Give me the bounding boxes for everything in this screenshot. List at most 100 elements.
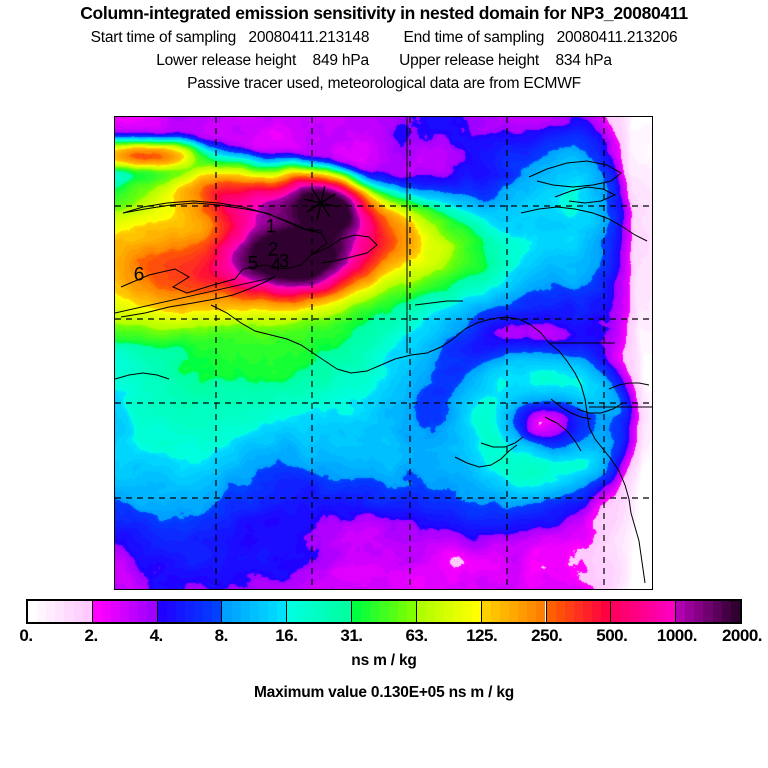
maximum-value-label: Maximum value 0.130E+05 ns m / kg — [253, 684, 515, 701]
contour-label-4: 4 — [270, 255, 282, 277]
colorbar-step — [601, 601, 611, 622]
colorbar-step — [730, 601, 740, 622]
colorbar-step — [111, 601, 121, 622]
coastline-0 — [120, 202, 328, 294]
colorbar-step — [509, 601, 519, 622]
contour-label-5: 5 — [247, 253, 259, 275]
colorbar-step — [555, 601, 565, 622]
coastline-5 — [336, 328, 466, 374]
release-marker-ray — [306, 193, 336, 213]
colorbar-step — [166, 601, 176, 622]
colorbar-step — [240, 601, 250, 622]
colorbar-step — [573, 601, 583, 622]
colorbar-step — [332, 601, 342, 622]
colorbar-step — [406, 601, 416, 622]
colorbar-step — [592, 601, 602, 622]
colorbar-step — [267, 601, 278, 622]
colorbar-step — [397, 601, 407, 622]
colorbar-step — [647, 601, 657, 622]
end-time-value: 20080411.213206 — [556, 29, 678, 46]
coastline-7 — [548, 342, 590, 428]
colorbar-step — [82, 601, 92, 622]
colorbar-step — [305, 601, 315, 622]
lower-release-value: 849 hPa — [312, 52, 370, 69]
colorbar-step — [138, 601, 148, 622]
emission-sensitivity-heatmap — [115, 117, 652, 589]
colorbar-step — [175, 601, 185, 622]
colorbar-step — [388, 601, 398, 622]
colorbar-step — [249, 601, 259, 622]
colorbar-step — [147, 601, 157, 622]
coastline-4 — [210, 304, 338, 370]
coastline-1 — [122, 200, 324, 232]
colorbar-tick-4: 16. — [275, 626, 298, 645]
colorbar-step — [129, 601, 139, 622]
colorbar-tick-1: 2. — [84, 626, 98, 645]
colorbar-tick-labels: 0. 2. 4. 8. 16. 31. 63. 125. 250. 500. 1000. 2000. — [0, 626, 768, 648]
colorbar-step — [425, 601, 436, 622]
colorbar-step — [231, 601, 241, 622]
colorbar-step — [453, 601, 463, 622]
coastline-18 — [544, 416, 582, 452]
figure-header: Column-integrated emission sensitivity i… — [0, 0, 768, 93]
colorbar-band-0 — [28, 601, 93, 622]
coastline-10 — [554, 186, 617, 204]
coastline-3 — [120, 276, 276, 318]
colorbar-tick-2: 4. — [149, 626, 164, 645]
colorbar-step — [203, 601, 213, 622]
coastline-2 — [310, 234, 378, 264]
colorbar-step — [296, 601, 306, 622]
colorbar-step — [157, 601, 167, 622]
colorbar-step — [341, 601, 352, 622]
colorbar-step — [665, 601, 676, 622]
coastline-17 — [576, 402, 624, 414]
colorbar-step — [685, 601, 695, 622]
colorbar-step — [46, 601, 56, 622]
colorbar-step — [656, 601, 666, 622]
coastline-19 — [608, 382, 650, 390]
colorbar-band-6 — [416, 601, 482, 622]
sampling-time-line: Start time of sampling 20080411.213148 E… — [0, 29, 768, 47]
colorbar-step — [462, 601, 472, 622]
colorbar-tick-10: 1000. — [656, 626, 698, 645]
colorbar-step — [435, 601, 445, 622]
colorbar-step — [212, 601, 222, 622]
upper-release-value: 834 hPa — [555, 52, 612, 69]
colorbar-step — [536, 601, 546, 622]
coastline-15 — [550, 398, 592, 420]
border-line-3 — [115, 276, 276, 314]
colorbar-step — [370, 601, 380, 622]
coastline-13 — [454, 444, 518, 468]
colorbar-step — [120, 601, 130, 622]
colorbar-band-2 — [157, 601, 223, 622]
colorbar — [26, 599, 742, 624]
colorbar-step — [712, 601, 722, 622]
coastline-11 — [528, 160, 622, 188]
colorbar-band-1 — [92, 601, 158, 622]
colorbar-step — [676, 601, 686, 622]
colorbar-band-9 — [611, 601, 677, 622]
colorbar-step — [379, 601, 389, 622]
release-height-line: Lower release height 849 hPa Upper relea… — [0, 52, 768, 70]
colorbar-tick-0: 0. — [19, 626, 33, 645]
colorbar-tick-11: 2000. — [721, 626, 763, 645]
contour-label-2: 2 — [267, 239, 279, 261]
colorbar-step — [638, 601, 648, 622]
contour-label-1: 1 — [265, 216, 277, 238]
colorbar-step — [194, 601, 204, 622]
colorbar-tick-8: 250. — [531, 626, 563, 645]
colorbar-step — [352, 601, 362, 622]
end-time-label: End time of sampling — [403, 29, 545, 46]
contour-label-3: 3 — [278, 251, 290, 273]
map-overlay-vectors — [115, 117, 652, 589]
colorbar-step — [629, 601, 639, 622]
release-point-marker — [304, 186, 338, 220]
colorbar-step — [499, 601, 510, 622]
colorbar-step — [518, 601, 528, 622]
coastline-14 — [480, 436, 524, 448]
colorbar-step — [73, 601, 83, 622]
colorbar-tick-6: 63. — [405, 626, 428, 645]
colorbar-step — [481, 601, 491, 622]
